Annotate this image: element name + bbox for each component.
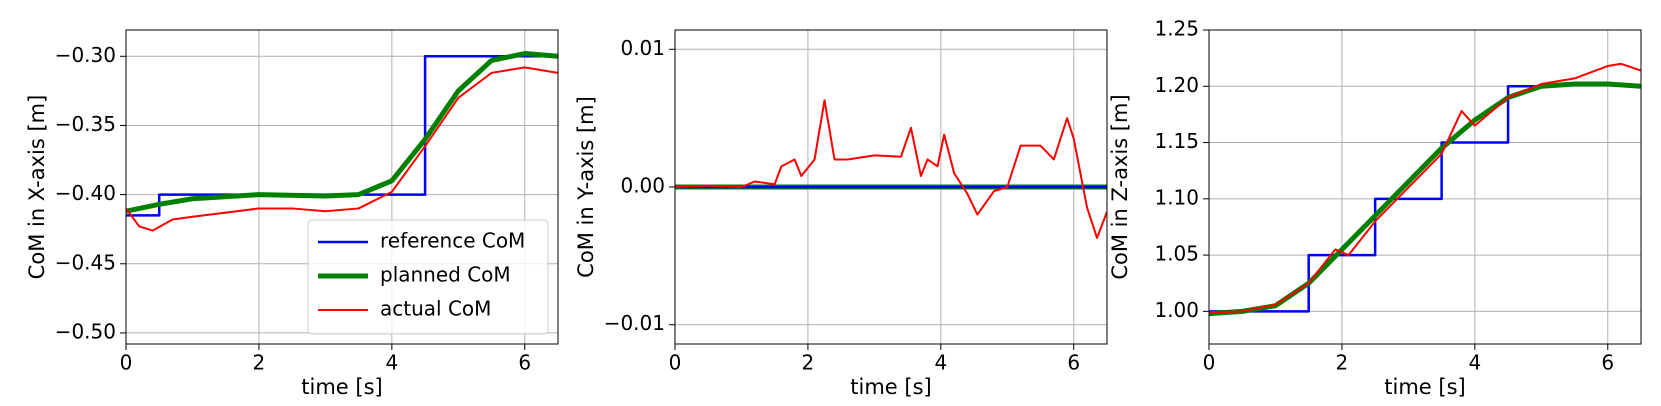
x-tick-label: 4 [1468,351,1481,375]
y-tick-label: −0.30 [55,43,116,67]
x-tick-label: 6 [1601,351,1614,375]
x-tick-label: 0 [669,351,682,375]
y-tick-label: −0.35 [55,112,116,136]
x-tick-label: 0 [1203,351,1216,375]
x-axis-label: time [s] [301,375,382,399]
y-tick-label: 1.00 [1154,298,1199,322]
y-tick-label: −0.45 [55,250,116,274]
y-tick-label: 0.00 [620,174,665,198]
x-tick-label: 2 [802,351,815,375]
x-axis-label: time [s] [850,375,931,399]
y-tick-label: 1.10 [1154,185,1199,209]
line-series [126,66,558,232]
y-tick-label: −0.50 [55,319,116,343]
legend-label: reference CoM [380,229,525,253]
x-tick-label: 2 [1336,351,1349,375]
y-axis-label: CoM in X-axis [m] [25,95,49,280]
y-tick-label: −0.40 [55,181,116,205]
line-series [675,99,1107,239]
x-tick-label: 4 [934,351,947,375]
x-tick-label: 6 [518,351,531,375]
axes-frame [1208,29,1642,345]
x-axis-label: time [s] [1384,375,1465,399]
y-tick-label: −0.01 [604,311,665,335]
y-axis-label: CoM in Y-axis [m] [574,96,598,278]
plot-area [1209,62,1641,317]
axes-frame [125,29,559,345]
line-series [1209,62,1641,314]
y-tick-label: 0.01 [620,36,665,60]
x-tick-label: 2 [253,351,266,375]
y-tick-label: 1.25 [1154,17,1199,41]
y-tick-label: 1.20 [1154,73,1199,97]
x-tick-label: 6 [1067,351,1080,375]
x-tick-label: 0 [120,351,133,375]
line-series [126,55,558,217]
y-axis-label: CoM in Z-axis [m] [1108,94,1132,279]
x-tick-label: 4 [385,351,398,375]
y-tick-label: 1.05 [1154,242,1199,266]
legend-box [307,219,549,335]
axes-frame [674,29,1108,345]
legend-label: planned CoM [380,263,511,287]
line-series [126,51,558,214]
plot-area [126,51,558,232]
y-tick-label: 1.15 [1154,129,1199,153]
plot-area [675,99,1107,239]
legend-label: actual CoM [380,297,491,321]
